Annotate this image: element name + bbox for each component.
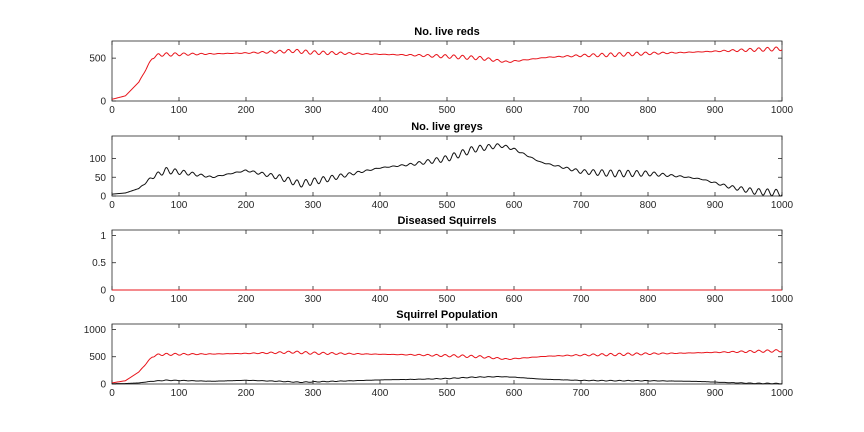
y-tick-label: 0 <box>100 380 106 391</box>
y-tick-label: 500 <box>89 352 106 363</box>
y-tick-label: 0 <box>100 97 106 108</box>
x-tick-label: 500 <box>439 294 456 305</box>
y-tick-label: 0 <box>100 192 106 203</box>
x-tick-label: 400 <box>372 388 389 399</box>
y-tick-label: 0 <box>100 286 106 297</box>
chart-panel-4: Squirrel Population 0 100 200 300 400 500 600 70… <box>84 309 794 399</box>
x-tick-label: 600 <box>506 200 523 211</box>
series-line-1 <box>111 349 783 384</box>
x-tick-label: 500 <box>439 105 456 116</box>
x-tick-label: 900 <box>707 388 724 399</box>
x-tick-label: 0 <box>109 105 115 116</box>
x-tick-label: 500 <box>439 200 456 211</box>
axes-box <box>111 135 783 197</box>
x-tick-label: 200 <box>238 388 255 399</box>
x-tick-label: 100 <box>171 388 188 399</box>
x-tick-label: 600 <box>506 388 523 399</box>
chart-title: Diseased Squirrels <box>397 215 496 227</box>
x-tick-label: 1000 <box>771 105 794 116</box>
x-tick-label: 300 <box>305 294 322 305</box>
y-tick-label: 1 <box>100 231 106 242</box>
chart-title: No. live greys <box>411 121 483 133</box>
x-tick-label: 100 <box>171 200 188 211</box>
x-tick-label: 700 <box>573 294 590 305</box>
x-tick-label: 700 <box>573 200 590 211</box>
x-tick-label: 500 <box>439 388 456 399</box>
x-tick-label: 1000 <box>771 294 794 305</box>
x-tick-label: 600 <box>506 105 523 116</box>
x-tick-label: 400 <box>372 200 389 211</box>
x-tick-label: 300 <box>305 388 322 399</box>
x-tick-label: 300 <box>305 200 322 211</box>
axes-box <box>111 40 783 102</box>
chart-title: Squirrel Population <box>396 309 498 321</box>
x-tick-label: 200 <box>238 200 255 211</box>
chart-panel-1: No. live reds 0 100 200 300 400 500 600 700 800 90… <box>89 26 793 116</box>
chart-panel-3: Diseased Squirrels 0 100 200 300 400 500 600 700… <box>92 215 793 305</box>
x-tick-label: 800 <box>640 388 657 399</box>
x-tick-label: 0 <box>109 388 115 399</box>
x-tick-label: 600 <box>506 294 523 305</box>
x-tick-label: 900 <box>707 294 724 305</box>
x-tick-label: 900 <box>707 200 724 211</box>
x-tick-label: 1000 <box>771 200 794 211</box>
x-tick-label: 800 <box>640 294 657 305</box>
x-tick-label: 700 <box>573 105 590 116</box>
x-tick-label: 100 <box>171 105 188 116</box>
x-tick-label: 800 <box>640 200 657 211</box>
y-tick-label: 50 <box>95 173 107 184</box>
series-line-1 <box>111 46 783 100</box>
x-tick-label: 900 <box>707 105 724 116</box>
x-tick-label: 300 <box>305 105 322 116</box>
x-tick-label: 0 <box>109 200 115 211</box>
chart-title: No. live reds <box>414 26 479 38</box>
x-tick-label: 400 <box>372 294 389 305</box>
y-tick-label: 0.5 <box>92 258 106 269</box>
x-tick-label: 200 <box>238 105 255 116</box>
x-tick-label: 1000 <box>771 388 794 399</box>
x-tick-label: 100 <box>171 294 188 305</box>
x-tick-label: 200 <box>238 294 255 305</box>
x-tick-label: 0 <box>109 294 115 305</box>
y-tick-label: 500 <box>89 54 106 65</box>
x-tick-label: 700 <box>573 388 590 399</box>
axes-box <box>111 229 783 291</box>
series-line-1 <box>111 143 783 197</box>
x-tick-label: 400 <box>372 105 389 116</box>
series-line-2 <box>111 376 783 385</box>
y-tick-label: 1000 <box>84 325 107 336</box>
y-tick-label: 100 <box>89 154 106 165</box>
x-tick-label: 800 <box>640 105 657 116</box>
